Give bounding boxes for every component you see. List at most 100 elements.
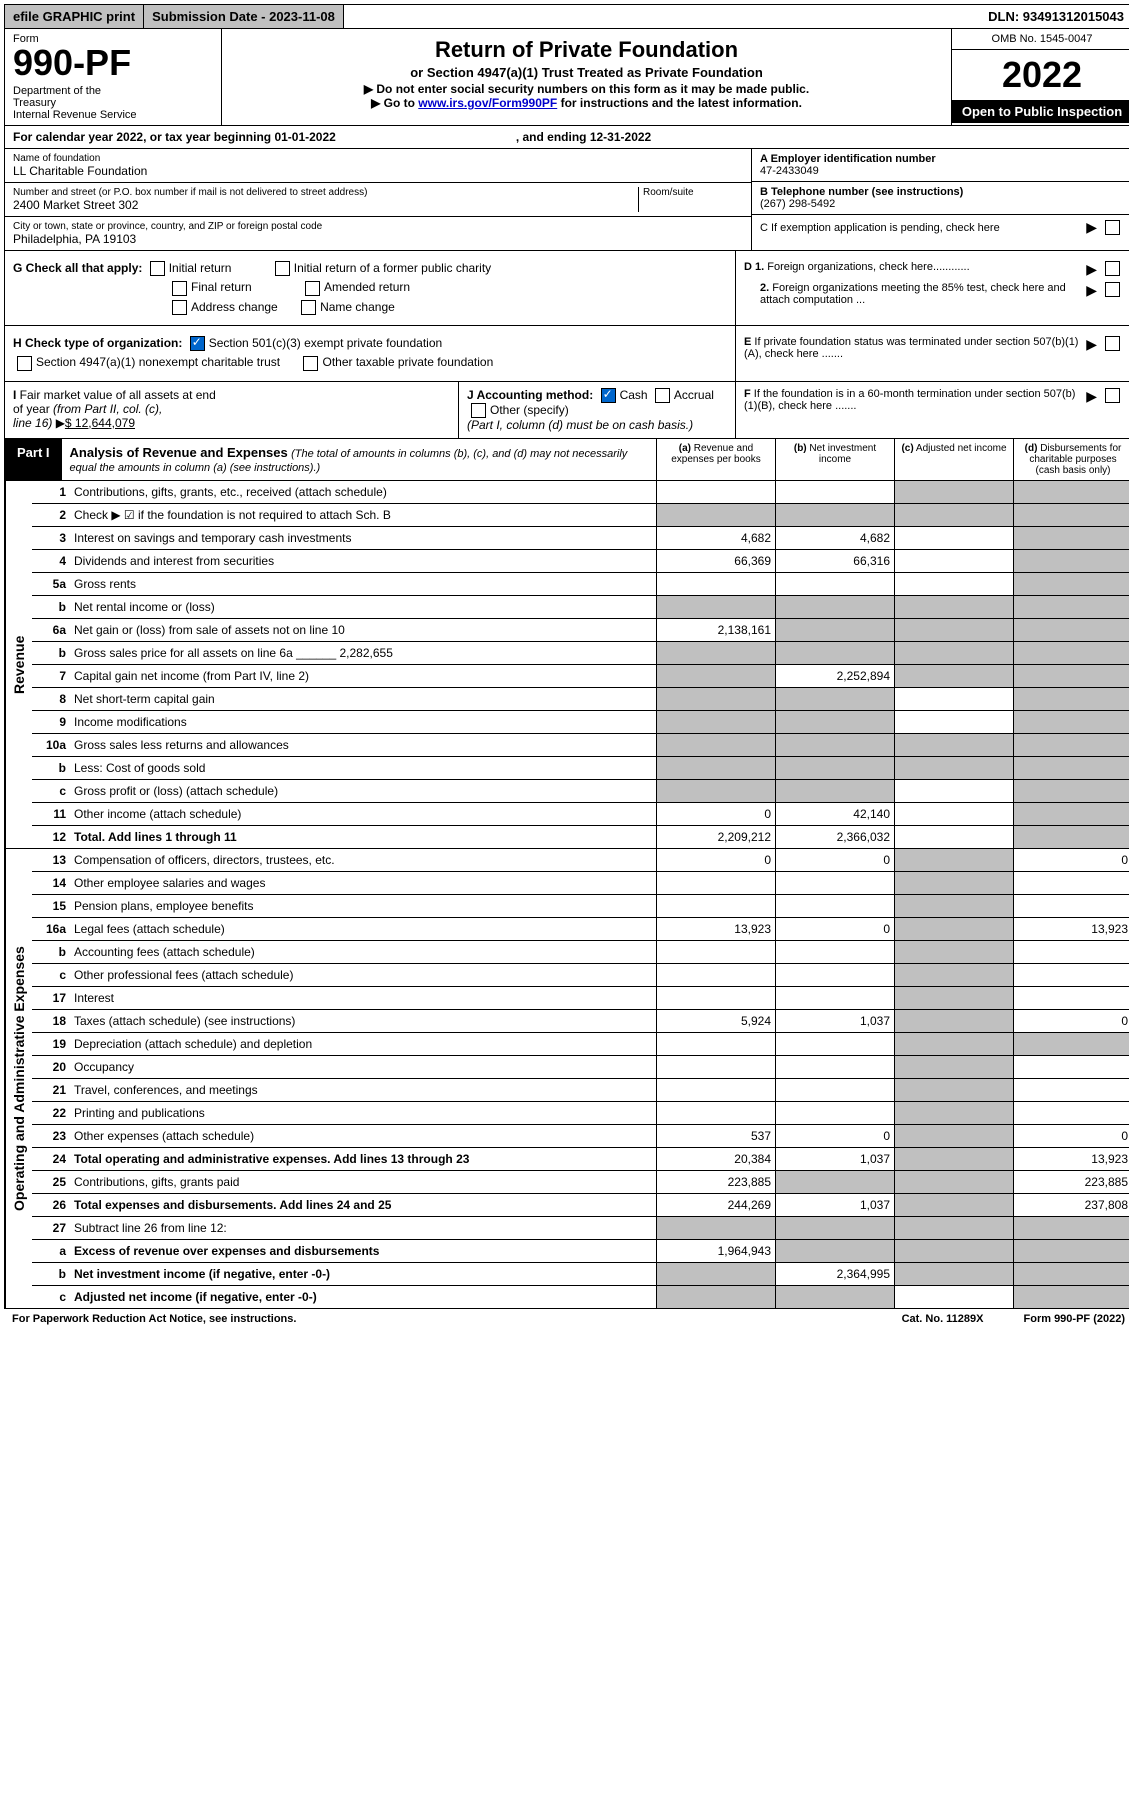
checkbox-other-taxable[interactable] <box>303 356 318 371</box>
amount-cell <box>656 596 775 618</box>
amount-cell <box>894 1217 1013 1239</box>
table-row: bLess: Cost of goods sold <box>32 757 1129 780</box>
table-row: 13Compensation of officers, directors, t… <box>32 849 1129 872</box>
table-row: 25Contributions, gifts, grants paid223,8… <box>32 1171 1129 1194</box>
amount-cell <box>1013 711 1129 733</box>
amount-cell <box>894 1010 1013 1032</box>
amount-cell <box>656 734 775 756</box>
amount-cell <box>894 504 1013 526</box>
note2: ▶ Go to www.irs.gov/Form990PF for instru… <box>230 96 943 110</box>
amount-cell: 42,140 <box>775 803 894 825</box>
amount-cell <box>656 1263 775 1285</box>
amount-cell <box>894 1102 1013 1124</box>
checkbox-e[interactable] <box>1105 336 1120 351</box>
checkbox-final[interactable] <box>172 281 187 296</box>
table-row: bGross sales price for all assets on lin… <box>32 642 1129 665</box>
checkbox-4947[interactable] <box>17 356 32 371</box>
checkbox-501c3[interactable] <box>190 336 205 351</box>
amount-cell <box>1013 941 1129 963</box>
amount-cell <box>894 780 1013 802</box>
amount-cell <box>656 711 775 733</box>
amount-cell: 13,923 <box>1013 918 1129 940</box>
checkbox-accrual[interactable] <box>655 388 670 403</box>
table-row: 4Dividends and interest from securities6… <box>32 550 1129 573</box>
checkbox-d1[interactable] <box>1105 261 1120 276</box>
amount-cell <box>775 619 894 641</box>
amount-cell <box>1013 573 1129 595</box>
amount-cell: 0 <box>1013 849 1129 871</box>
table-row: 21Travel, conferences, and meetings <box>32 1079 1129 1102</box>
top-bar: efile GRAPHIC print Submission Date - 20… <box>4 4 1129 29</box>
amount-cell: 13,923 <box>656 918 775 940</box>
amount-cell <box>1013 1056 1129 1078</box>
checks-row-g: G Check all that apply: Initial return I… <box>4 251 1129 326</box>
table-row: 16aLegal fees (attach schedule)13,923013… <box>32 918 1129 941</box>
amount-cell <box>656 1056 775 1078</box>
amount-cell: 5,924 <box>656 1010 775 1032</box>
checkbox-initial[interactable] <box>150 261 165 276</box>
table-row: 5aGross rents <box>32 573 1129 596</box>
checkbox-c[interactable] <box>1105 220 1120 235</box>
efile-label: efile GRAPHIC print <box>5 5 144 28</box>
checkbox-d2[interactable] <box>1105 282 1120 297</box>
amount-cell <box>775 780 894 802</box>
ein-box: A Employer identification number 47-2433… <box>752 149 1129 182</box>
inspect-label: Open to Public Inspection <box>952 100 1129 123</box>
table-row: 14Other employee salaries and wages <box>32 872 1129 895</box>
checkbox-amended[interactable] <box>305 281 320 296</box>
amount-cell: 223,885 <box>656 1171 775 1193</box>
amount-cell <box>1013 1079 1129 1101</box>
submission-date: Submission Date - 2023-11-08 <box>144 5 344 28</box>
amount-cell: 223,885 <box>1013 1171 1129 1193</box>
amount-cell <box>1013 642 1129 664</box>
amount-cell <box>894 895 1013 917</box>
amount-cell <box>1013 1102 1129 1124</box>
amount-cell <box>894 642 1013 664</box>
amount-cell <box>1013 1240 1129 1262</box>
checks-row-h: H Check type of organization: Section 50… <box>4 326 1129 382</box>
amount-cell <box>1013 619 1129 641</box>
amount-cell <box>656 1217 775 1239</box>
amount-cell <box>1013 1286 1129 1308</box>
amount-cell <box>656 665 775 687</box>
expense-rows: 13Compensation of officers, directors, t… <box>32 849 1129 1308</box>
amount-cell <box>1013 1217 1129 1239</box>
table-row: cOther professional fees (attach schedul… <box>32 964 1129 987</box>
table-row: 27Subtract line 26 from line 12: <box>32 1217 1129 1240</box>
amount-cell: 4,682 <box>656 527 775 549</box>
amount-cell <box>775 1217 894 1239</box>
amount-cell <box>1013 1263 1129 1285</box>
header-row: Form 990-PF Department of theTreasuryInt… <box>4 29 1129 126</box>
irs-link[interactable]: www.irs.gov/Form990PF <box>418 96 557 110</box>
revenue-section: Revenue 1Contributions, gifts, grants, e… <box>4 481 1129 849</box>
amount-cell <box>1013 757 1129 779</box>
amount-cell <box>775 573 894 595</box>
calendar-year-row: For calendar year 2022, or tax year begi… <box>4 126 1129 149</box>
amount-cell <box>1013 780 1129 802</box>
section-h: H Check type of organization: Section 50… <box>5 326 735 381</box>
title: Return of Private Foundation <box>230 37 943 63</box>
checkbox-cash[interactable] <box>601 388 616 403</box>
amount-cell <box>894 1125 1013 1147</box>
revenue-side-label: Revenue <box>5 481 32 848</box>
header-left: Form 990-PF Department of theTreasuryInt… <box>5 29 222 125</box>
checkbox-other-method[interactable] <box>471 403 486 418</box>
table-row: 12Total. Add lines 1 through 112,209,212… <box>32 826 1129 848</box>
amount-cell <box>775 642 894 664</box>
amount-cell <box>894 1286 1013 1308</box>
info-row: Name of foundation LL Charitable Foundat… <box>4 149 1129 251</box>
col-b-hdr: (b) Net investment income <box>775 439 894 480</box>
checkbox-addr-change[interactable] <box>172 300 187 315</box>
checkbox-name-change[interactable] <box>301 300 316 315</box>
amount-cell <box>894 527 1013 549</box>
checkbox-f[interactable] <box>1105 388 1120 403</box>
amount-cell: 1,964,943 <box>656 1240 775 1262</box>
section-j: J Accounting method: Cash Accrual Other … <box>458 382 735 439</box>
part-label: Part I <box>5 439 62 480</box>
amount-cell <box>1013 826 1129 848</box>
table-row: 9Income modifications <box>32 711 1129 734</box>
checkbox-initial-former[interactable] <box>275 261 290 276</box>
table-row: cGross profit or (loss) (attach schedule… <box>32 780 1129 803</box>
amount-cell: 20,384 <box>656 1148 775 1170</box>
section-i: I Fair market value of all assets at end… <box>5 382 458 439</box>
